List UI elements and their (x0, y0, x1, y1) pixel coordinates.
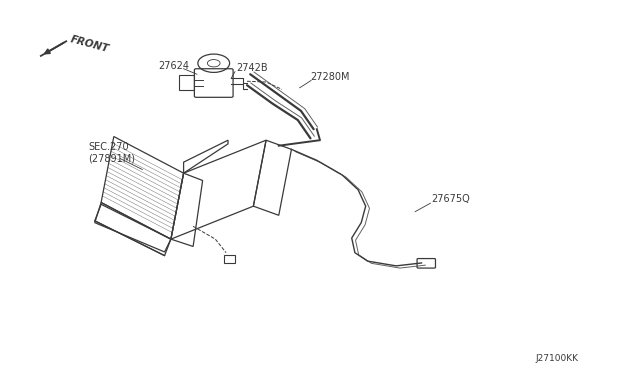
Text: FRONT: FRONT (69, 34, 110, 54)
Text: 27675Q: 27675Q (431, 195, 470, 205)
Text: 27280M: 27280M (310, 72, 350, 82)
Text: J27100KK: J27100KK (536, 354, 579, 363)
Bar (223, 255, 235, 263)
Bar (179, 75, 195, 90)
Text: (27891M): (27891M) (88, 153, 136, 163)
Text: SEC.270: SEC.270 (88, 142, 129, 152)
Text: 27624: 27624 (158, 61, 189, 71)
Text: 2742B: 2742B (236, 62, 268, 73)
